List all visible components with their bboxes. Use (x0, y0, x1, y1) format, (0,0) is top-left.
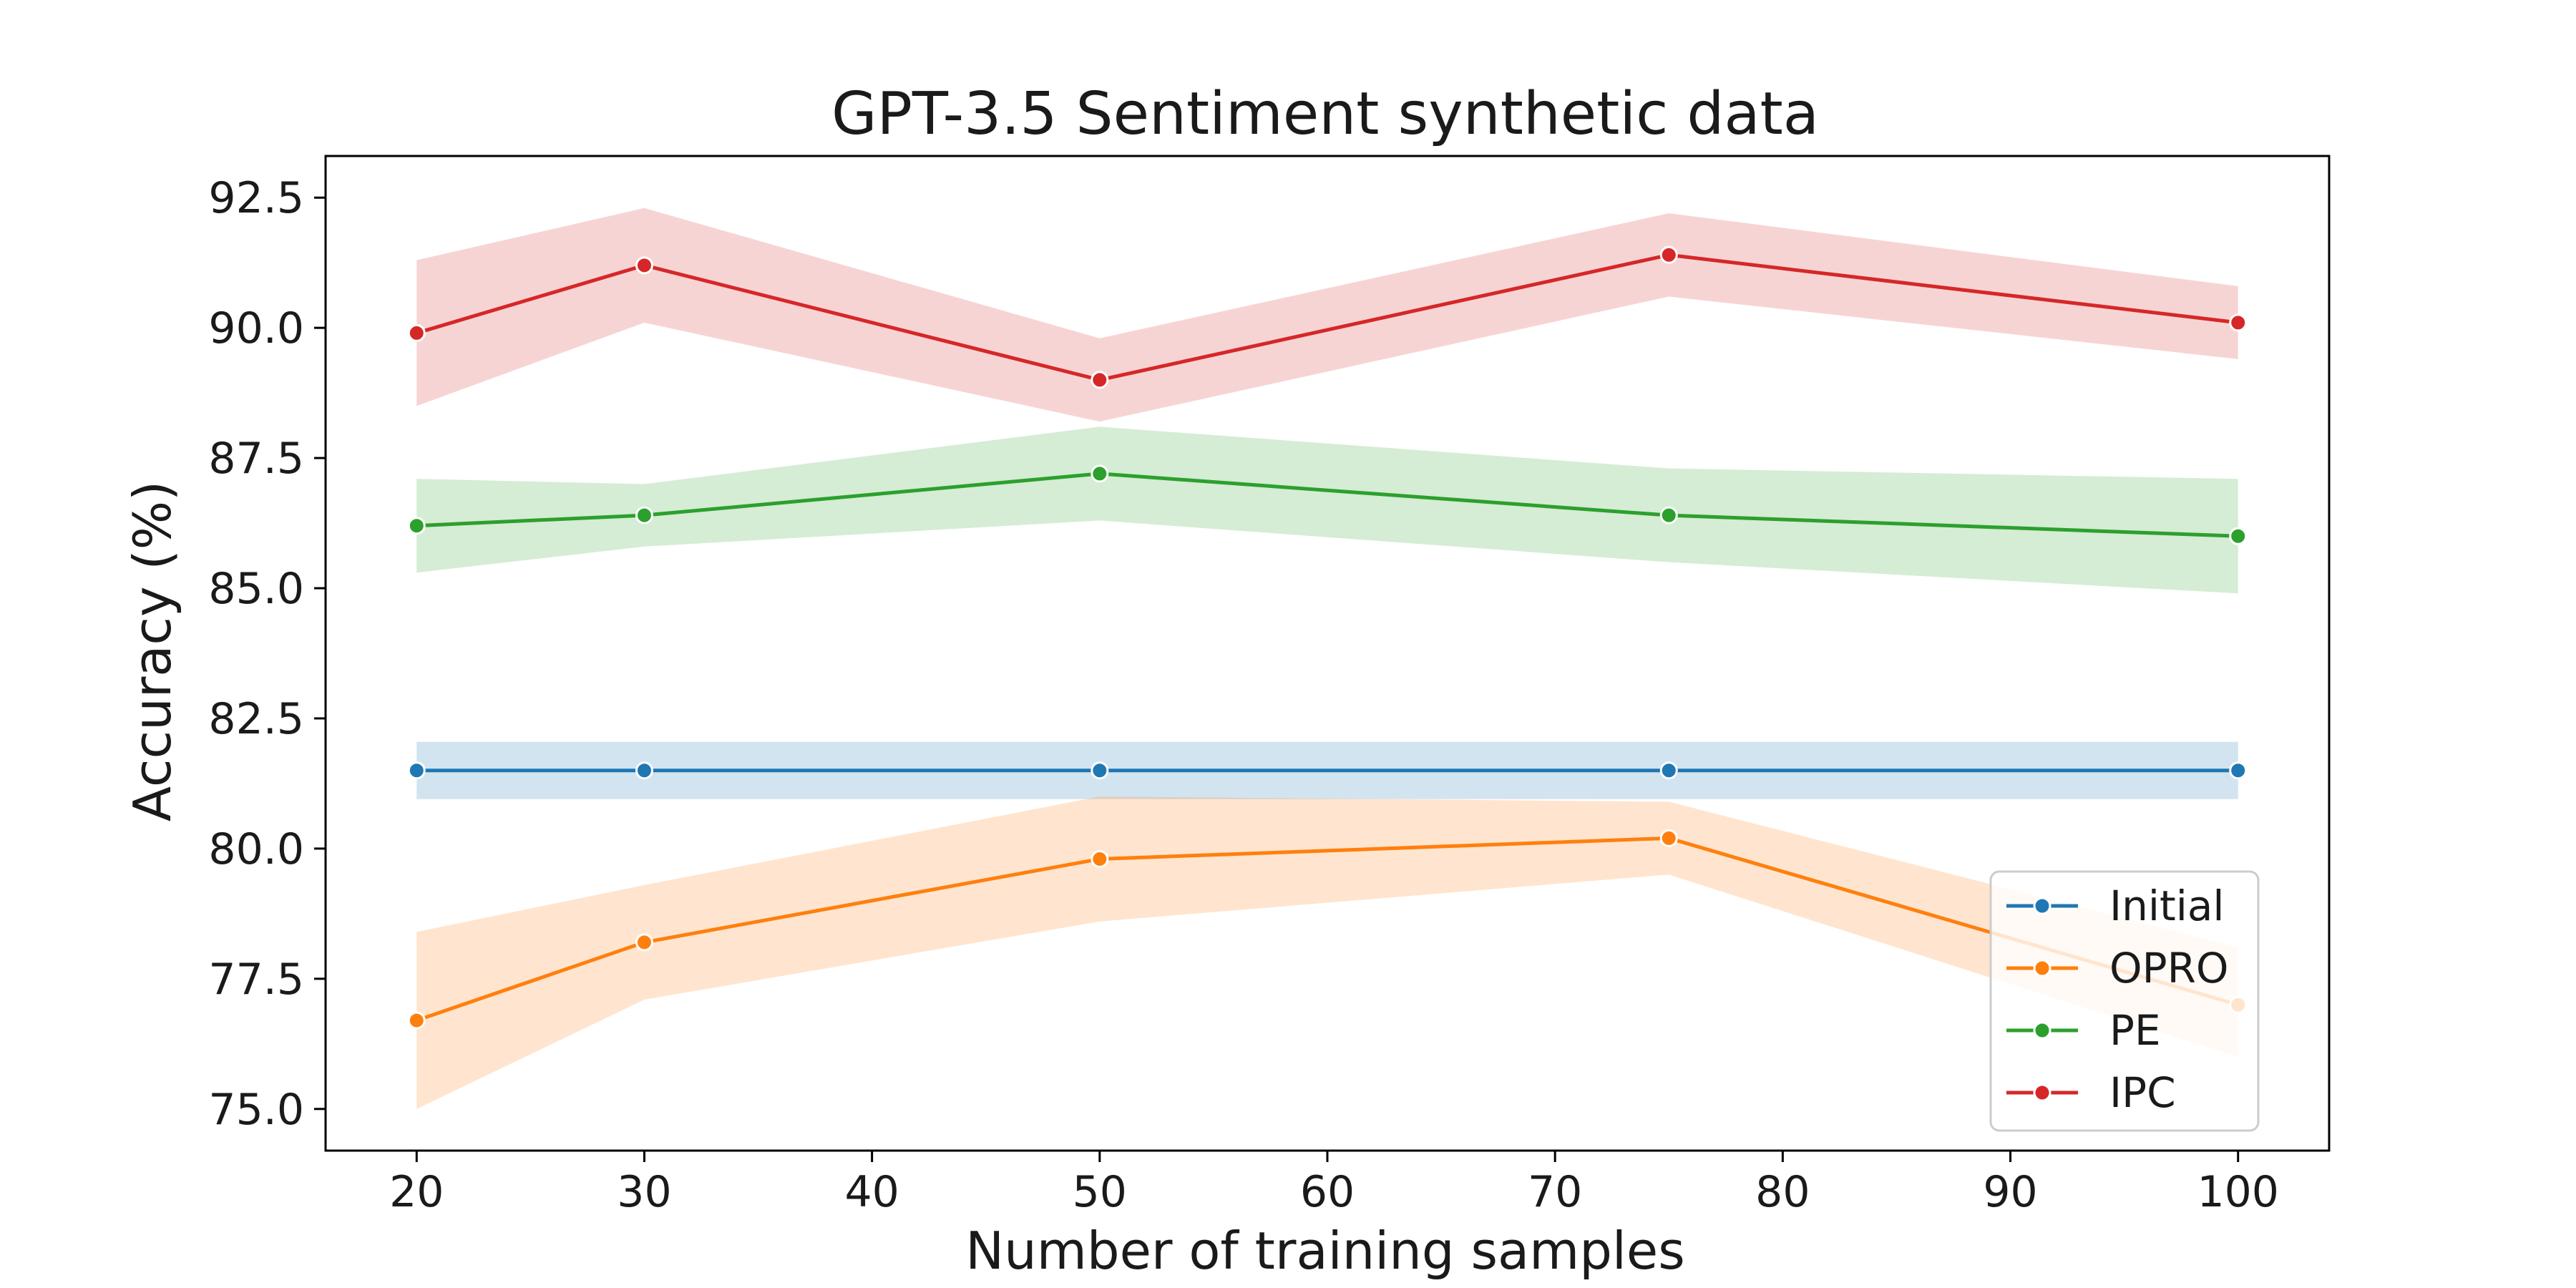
y-tick-label-85: 85.0 (208, 564, 304, 614)
x-tick-label-20: 20 (389, 1167, 444, 1217)
x-tick-label-50: 50 (1073, 1167, 1127, 1217)
legend-label-ipc: IPC (2109, 1068, 2176, 1117)
y-tick-label-87.5: 87.5 (208, 434, 304, 484)
legend-marker-ipc (2033, 1083, 2051, 1102)
point-initial-75 (1659, 761, 1678, 780)
x-axis-label: Number of training samples (965, 1221, 1685, 1281)
point-initial-50 (1091, 761, 1109, 780)
point-pe-20 (407, 517, 426, 535)
point-ipc-20 (407, 323, 426, 342)
band-pe (416, 426, 2238, 594)
y-tick-label-77.5: 77.5 (208, 955, 304, 1005)
legend-label-pe: PE (2109, 1006, 2161, 1055)
x-tick-label-30: 30 (617, 1167, 671, 1217)
chart-title: GPT-3.5 Sentiment synthetic data (831, 80, 1819, 148)
point-initial-20 (407, 761, 426, 780)
point-ipc-100 (2229, 313, 2248, 332)
y-axis-label: Accuracy (%) (122, 481, 182, 821)
legend-box (1989, 870, 2260, 1132)
axes: 20 30 40 50 60 70 80 90 100 75.0 77.5 80.0 82.5 85.0 8… (208, 155, 2331, 1217)
point-initial-30 (635, 761, 653, 780)
x-tick-label-90: 90 (1983, 1167, 2037, 1217)
point-pe-100 (2229, 527, 2248, 545)
y-tick-label-75: 75.0 (208, 1085, 304, 1135)
y-tick-label-92.5: 92.5 (208, 173, 304, 223)
x-tick-label-70: 70 (1528, 1167, 1582, 1217)
point-ipc-75 (1659, 245, 1678, 264)
point-opro-50 (1091, 849, 1109, 868)
point-pe-75 (1659, 506, 1678, 525)
band-opro (416, 796, 2238, 1109)
legend: Initial OPRO PE IPC (1989, 870, 2260, 1132)
x-tick-label-40: 40 (844, 1167, 899, 1217)
legend-label-initial: Initial (2109, 882, 2225, 930)
x-tick-label-100: 100 (2197, 1167, 2279, 1217)
y-tick-label-80: 80.0 (208, 824, 304, 874)
point-opro-75 (1659, 829, 1678, 847)
point-pe-50 (1091, 464, 1109, 483)
legend-marker-pe (2033, 1021, 2051, 1040)
point-ipc-30 (635, 256, 653, 275)
x-tick-label-60: 60 (1300, 1167, 1355, 1217)
legend-marker-initial (2033, 897, 2051, 915)
legend-label-opro: OPRO (2109, 944, 2229, 992)
point-ipc-50 (1091, 371, 1109, 389)
y-tick-label-82.5: 82.5 (208, 694, 304, 744)
point-opro-30 (635, 933, 653, 952)
x-tick-label-80: 80 (1755, 1167, 1810, 1217)
point-opro-20 (407, 1011, 426, 1030)
legend-marker-opro (2033, 959, 2051, 977)
point-initial-100 (2229, 761, 2248, 780)
y-tick-label-90: 90.0 (208, 303, 304, 353)
point-pe-30 (635, 506, 653, 525)
band-ipc (416, 208, 2238, 422)
